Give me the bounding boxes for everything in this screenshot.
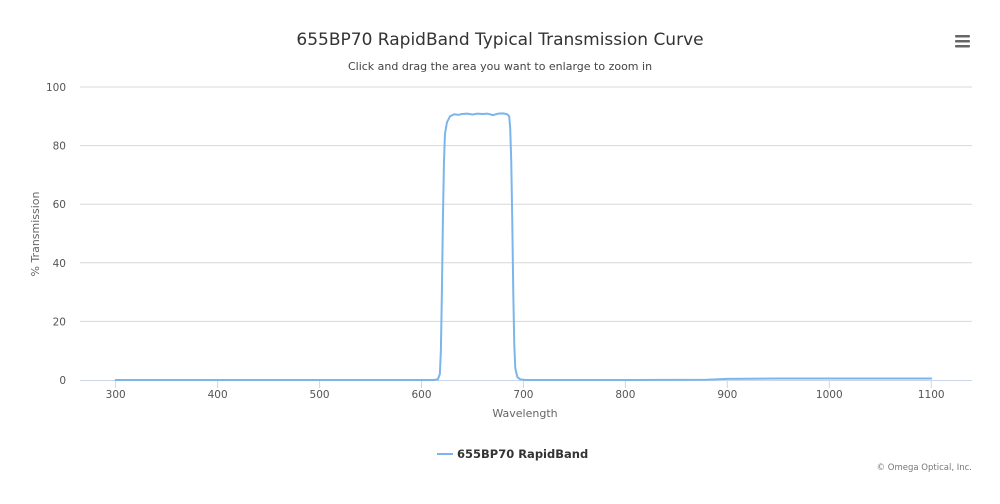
x-tick-label: 600: [411, 389, 431, 401]
x-tick-label: 1000: [816, 389, 843, 401]
chart-subtitle: Click and drag the area you want to enla…: [348, 60, 652, 73]
y-axis-title: % Transmission: [29, 191, 42, 276]
menu-bar-top: [955, 35, 970, 38]
x-axis-title: Wavelength: [492, 407, 557, 420]
x-tick-label: 800: [615, 389, 635, 401]
x-tick-label: 1100: [918, 389, 945, 401]
y-tick-label: 20: [53, 316, 66, 328]
chart-title: 655BP70 RapidBand Typical Transmission C…: [296, 30, 703, 50]
grid-lines: [80, 86, 972, 322]
y-tick-label: 100: [46, 82, 66, 94]
x-tick-label: 500: [310, 389, 330, 401]
legend[interactable]: 655BP70 RapidBand: [437, 447, 588, 461]
x-tick-label: 900: [717, 389, 737, 401]
x-axis-ticks: [115, 380, 932, 388]
credits-text[interactable]: © Omega Optical, Inc.: [877, 463, 972, 473]
y-tick-label: 40: [53, 258, 66, 270]
menu-bar-bottom: [955, 45, 970, 48]
menu-bar-middle: [955, 40, 970, 43]
hamburger-menu-icon[interactable]: [955, 35, 970, 48]
y-tick-label: 80: [53, 141, 66, 153]
x-tick-label: 400: [208, 389, 228, 401]
y-tick-label: 60: [53, 199, 66, 211]
x-axis-labels: 300 400 500 600 700 800 900 1000 1100: [106, 389, 945, 401]
series-group: [114, 112, 933, 381]
x-tick-label: 700: [513, 389, 533, 401]
y-axis-labels: 0 20 40 60 80 100: [46, 82, 66, 387]
y-tick-label: 0: [59, 375, 66, 387]
x-tick-label: 300: [106, 389, 126, 401]
legend-item-label[interactable]: 655BP70 RapidBand: [457, 447, 588, 461]
series-line-0[interactable]: [114, 112, 933, 381]
hamburger-menu-button[interactable]: [950, 30, 974, 52]
